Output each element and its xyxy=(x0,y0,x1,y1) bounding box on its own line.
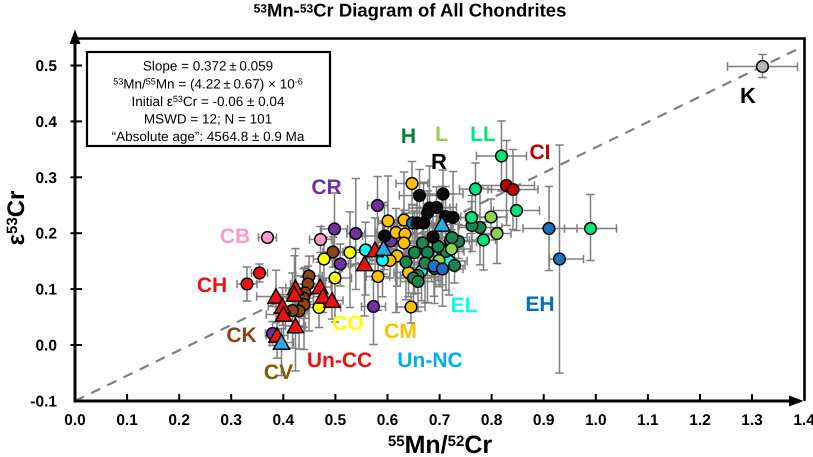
svg-text:0.0: 0.0 xyxy=(35,338,57,355)
svg-text:CB: CB xyxy=(220,225,250,248)
svg-text:0.7: 0.7 xyxy=(429,412,451,429)
svg-text:0.5: 0.5 xyxy=(35,58,57,75)
svg-text:CK: CK xyxy=(226,324,256,347)
svg-text:Un-NC: Un-NC xyxy=(397,349,462,372)
svg-text:55Mn/52Cr: 55Mn/52Cr xyxy=(388,431,492,457)
svg-text:0.8: 0.8 xyxy=(481,412,503,429)
svg-text:0.0: 0.0 xyxy=(64,412,86,429)
svg-text:CO: CO xyxy=(332,312,364,335)
svg-text:L: L xyxy=(435,123,448,146)
svg-text:Un-CC: Un-CC xyxy=(307,349,372,372)
svg-text:R: R xyxy=(431,149,447,174)
svg-text:LL: LL xyxy=(470,123,496,146)
svg-text:0.9: 0.9 xyxy=(533,412,555,429)
svg-text:CH: CH xyxy=(197,274,227,297)
svg-text:0.4: 0.4 xyxy=(273,412,295,429)
svg-text:CM: CM xyxy=(384,320,417,343)
svg-text:0.2: 0.2 xyxy=(168,412,190,429)
svg-text:1.3: 1.3 xyxy=(741,412,763,429)
svg-text:0.1: 0.1 xyxy=(35,282,57,299)
svg-text:1.0: 1.0 xyxy=(585,412,607,429)
svg-text:K: K xyxy=(740,83,756,108)
svg-text:CI: CI xyxy=(530,141,551,164)
svg-text:1.2: 1.2 xyxy=(689,412,711,429)
svg-text:CV: CV xyxy=(264,361,293,384)
svg-text:“Absolute age”: 4564.8 ± 0.9 M: “Absolute age”: 4564.8 ± 0.9 Ma xyxy=(112,129,305,144)
svg-text:MSWD = 12; N = 101: MSWD = 12; N = 101 xyxy=(144,111,272,126)
svg-text:0.5: 0.5 xyxy=(325,412,347,429)
svg-text:0.6: 0.6 xyxy=(377,412,399,429)
svg-text:CR: CR xyxy=(311,176,341,199)
svg-text:Initial ε53Cr = -0.06 ± 0.04: Initial ε53Cr = -0.06 ± 0.04 xyxy=(132,94,285,109)
svg-text:0.4: 0.4 xyxy=(35,114,57,131)
svg-text:53Mn-53Cr Diagram of All Chond: 53Mn-53Cr Diagram of All Chondrites xyxy=(254,0,567,21)
svg-text:ε53Cr: ε53Cr xyxy=(3,191,30,246)
svg-text:0.3: 0.3 xyxy=(35,170,57,187)
svg-text:1.4: 1.4 xyxy=(793,412,813,429)
svg-text:EH: EH xyxy=(525,293,554,316)
svg-text:0.2: 0.2 xyxy=(35,226,57,243)
svg-text:H: H xyxy=(401,125,416,148)
svg-text:0.1: 0.1 xyxy=(116,412,138,429)
svg-text:-0.1: -0.1 xyxy=(30,393,57,410)
svg-text:53Mn/55Mn = (4.22 ± 0.67) × 1: 53Mn/55Mn = (4.22 ± 0.67) × 10-6 xyxy=(113,76,302,91)
svg-text:Slope = 0.372 ± 0.059: Slope = 0.372 ± 0.059 xyxy=(143,59,273,74)
svg-text:EL: EL xyxy=(451,294,478,317)
svg-text:0.3: 0.3 xyxy=(220,412,242,429)
svg-text:1.1: 1.1 xyxy=(637,412,659,429)
